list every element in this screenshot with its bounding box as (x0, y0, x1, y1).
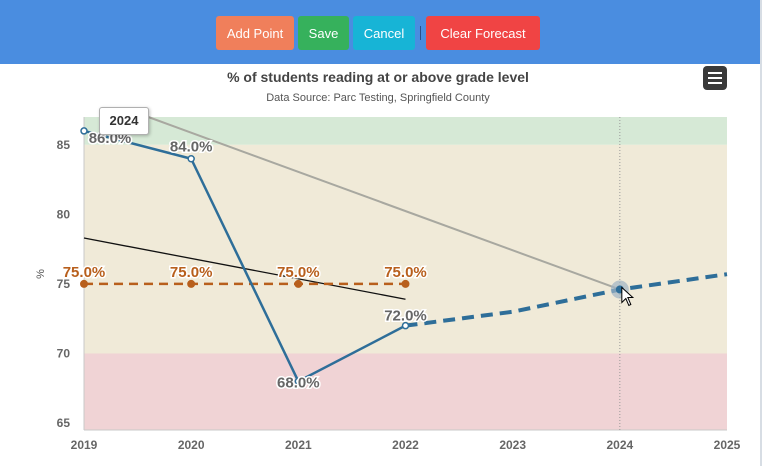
y-axis-label: % (35, 269, 47, 279)
data-label: 75.0% (277, 264, 320, 281)
data-label: 75.0% (384, 264, 427, 281)
data-label: 72.0% (384, 308, 427, 325)
data-label: 84.0% (170, 139, 213, 156)
y-tick-label: 70 (57, 346, 71, 360)
panel-border (760, 0, 762, 466)
chart-title: % of students reading at or above grade … (227, 69, 529, 85)
data-point (80, 279, 88, 288)
plot-band-0 (84, 117, 727, 145)
series-line-guide (147, 116, 621, 291)
save-button[interactable]: Save (298, 16, 349, 50)
plot-band-2 (84, 353, 727, 430)
add-point-button[interactable]: Add Point (216, 16, 294, 50)
x-tick-label: 2020 (178, 438, 205, 452)
data-point (294, 377, 303, 386)
x-tick-label: 2024 (606, 438, 633, 452)
mouse-cursor-icon (621, 286, 635, 307)
y-tick-label: 85 (57, 138, 71, 152)
chart-subtitle: Data Source: Parc Testing, Springfield C… (266, 92, 490, 104)
y-tick-label: 75 (57, 277, 71, 291)
data-point (401, 321, 410, 330)
x-tick-label: 2023 (499, 438, 526, 452)
data-point (187, 154, 195, 163)
series-line-dashed-blue (405, 272, 728, 328)
data-point (294, 279, 303, 288)
chart-menu-button[interactable] (703, 66, 727, 90)
toolbar-separator (420, 26, 421, 40)
data-point (187, 279, 196, 288)
x-tick-label: 2022 (392, 438, 419, 452)
clear-forecast-button[interactable]: Clear Forecast (426, 16, 540, 50)
data-label: 75.0% (170, 264, 213, 281)
point-tooltip: 2024 (99, 107, 149, 135)
y-tick-label: 65 (57, 416, 71, 430)
x-tick-label: 2025 (714, 438, 741, 452)
data-label: 75.0% (63, 264, 106, 281)
data-label: 68.0% (277, 374, 320, 391)
data-point (401, 279, 410, 288)
series-line-solid (83, 129, 407, 383)
y-tick-label: 80 (57, 207, 71, 221)
x-tick-label: 2021 (285, 438, 312, 452)
forecast-toolbar: Add Point Save Cancel Clear Forecast (0, 0, 762, 64)
data-point (80, 127, 88, 135)
cancel-button[interactable]: Cancel (353, 16, 415, 50)
hamburger-menu-icon (708, 72, 722, 74)
x-tick-label: 2019 (71, 438, 98, 452)
